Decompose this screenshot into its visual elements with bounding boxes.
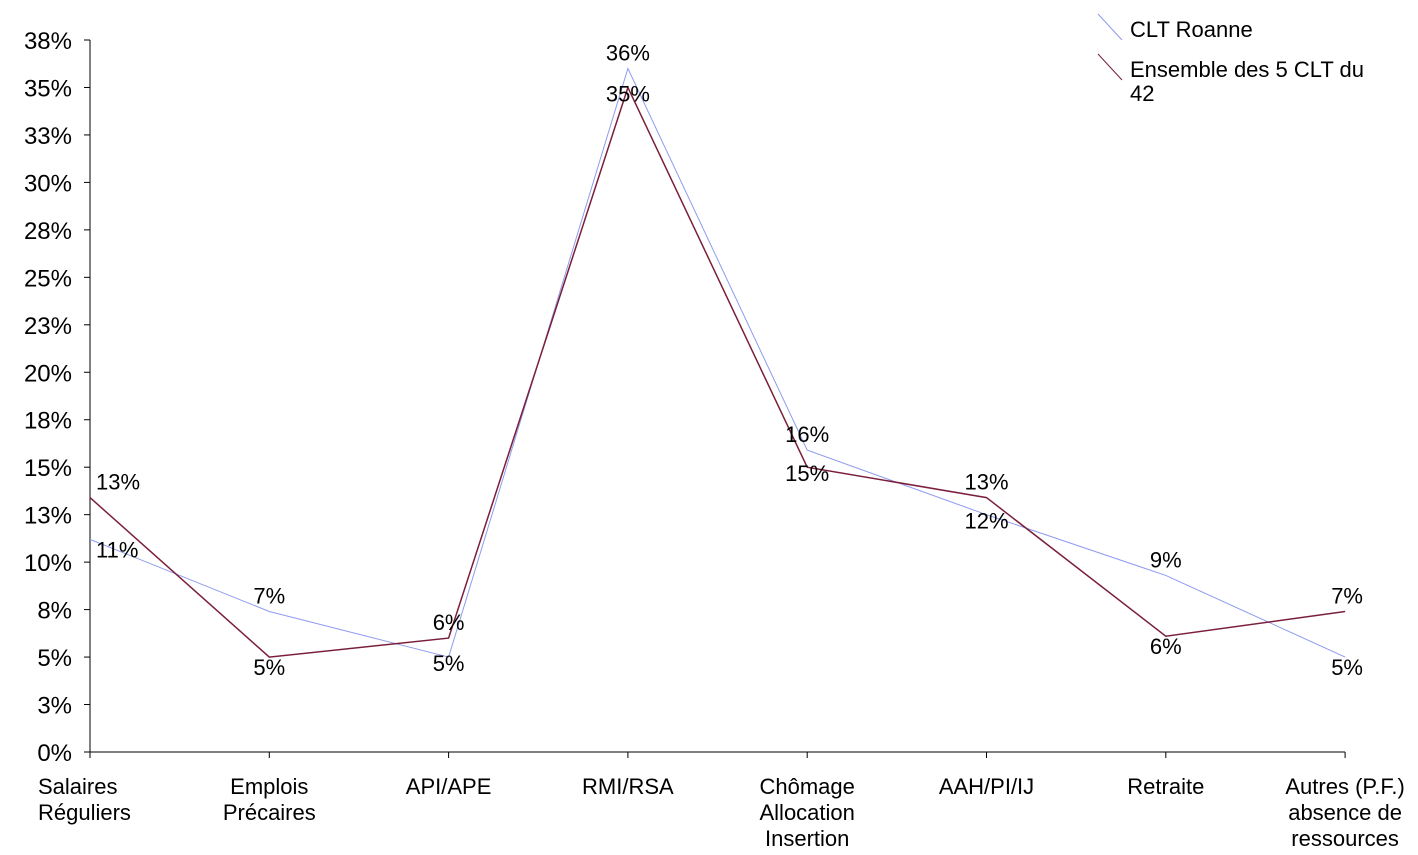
legend-label: CLT Roanne bbox=[1130, 17, 1253, 42]
y-tick-label: 8% bbox=[37, 598, 72, 625]
x-tick-label: AAH/PI/IJ bbox=[939, 774, 1034, 799]
y-tick-label: 28% bbox=[24, 218, 72, 245]
data-label: 7% bbox=[1331, 583, 1363, 608]
x-tick-label: Retraite bbox=[1127, 774, 1204, 799]
legend-swatch bbox=[1097, 53, 1123, 81]
y-tick-label: 20% bbox=[24, 360, 72, 387]
x-tick-label: Chômage Allocation Insertion bbox=[760, 774, 855, 851]
y-tick-label: 30% bbox=[24, 170, 72, 197]
y-tick-label: 38% bbox=[24, 28, 72, 55]
data-label: 6% bbox=[1150, 634, 1182, 659]
x-tick-label: Autres (P.F.) absence de ressources bbox=[1285, 774, 1404, 851]
y-tick-label: 18% bbox=[24, 408, 72, 435]
x-tick-label: Salaires Réguliers bbox=[38, 774, 131, 825]
y-tick-label: 10% bbox=[24, 550, 72, 577]
x-tick-label: API/APE bbox=[406, 774, 492, 799]
data-label: 7% bbox=[253, 583, 285, 608]
legend-label: Ensemble des 5 CLT du 42 bbox=[1130, 57, 1364, 106]
y-axis: 0% 3% 5% 8% 10% 13% 15% 18% 20% 23% 25% 28% 30% 33% 35… bbox=[24, 28, 91, 767]
data-label: 11% bbox=[96, 537, 138, 562]
data-label: 13% bbox=[964, 470, 1008, 495]
y-tick-label: 15% bbox=[24, 455, 72, 482]
data-label: 16% bbox=[785, 422, 829, 447]
y-tick-label: 23% bbox=[24, 313, 72, 340]
y-tick-label: 33% bbox=[24, 123, 72, 150]
series-lines bbox=[89, 67, 1346, 658]
y-tick-label: 0% bbox=[37, 740, 72, 767]
x-tick-label: RMI/RSA bbox=[582, 774, 674, 799]
y-tick-label: 35% bbox=[24, 75, 72, 102]
data-label: 5% bbox=[433, 651, 465, 676]
series-line-1 bbox=[89, 67, 1346, 658]
legend-swatch bbox=[1097, 13, 1123, 41]
data-label: 15% bbox=[785, 461, 829, 486]
data-label: 9% bbox=[1150, 547, 1182, 572]
data-label: 6% bbox=[433, 610, 465, 635]
legend: CLT Roanne Ensemble des 5 CLT du 42 bbox=[1097, 13, 1364, 106]
data-label: 12% bbox=[964, 509, 1008, 534]
y-tick-label: 3% bbox=[37, 693, 72, 720]
x-axis: Salaires Réguliers Emplois Précaires API/APE… bbox=[38, 751, 1405, 851]
data-labels: 13% 11% 7% 5% 6% 5% 36% 35% 16% 15% 13% 12% 9% 6% 7% 5% bbox=[96, 40, 1363, 680]
x-tick-label: Emplois Précaires bbox=[223, 774, 316, 825]
data-label: 35% bbox=[606, 81, 650, 106]
data-label: 13% bbox=[96, 470, 140, 495]
y-tick-label: 25% bbox=[24, 265, 72, 292]
data-label: 5% bbox=[1331, 655, 1363, 680]
data-label: 5% bbox=[253, 655, 285, 680]
y-tick-label: 5% bbox=[37, 645, 72, 672]
y-tick-label: 13% bbox=[24, 503, 72, 530]
series-line-2 bbox=[89, 85, 1346, 658]
data-label: 36% bbox=[606, 40, 650, 65]
